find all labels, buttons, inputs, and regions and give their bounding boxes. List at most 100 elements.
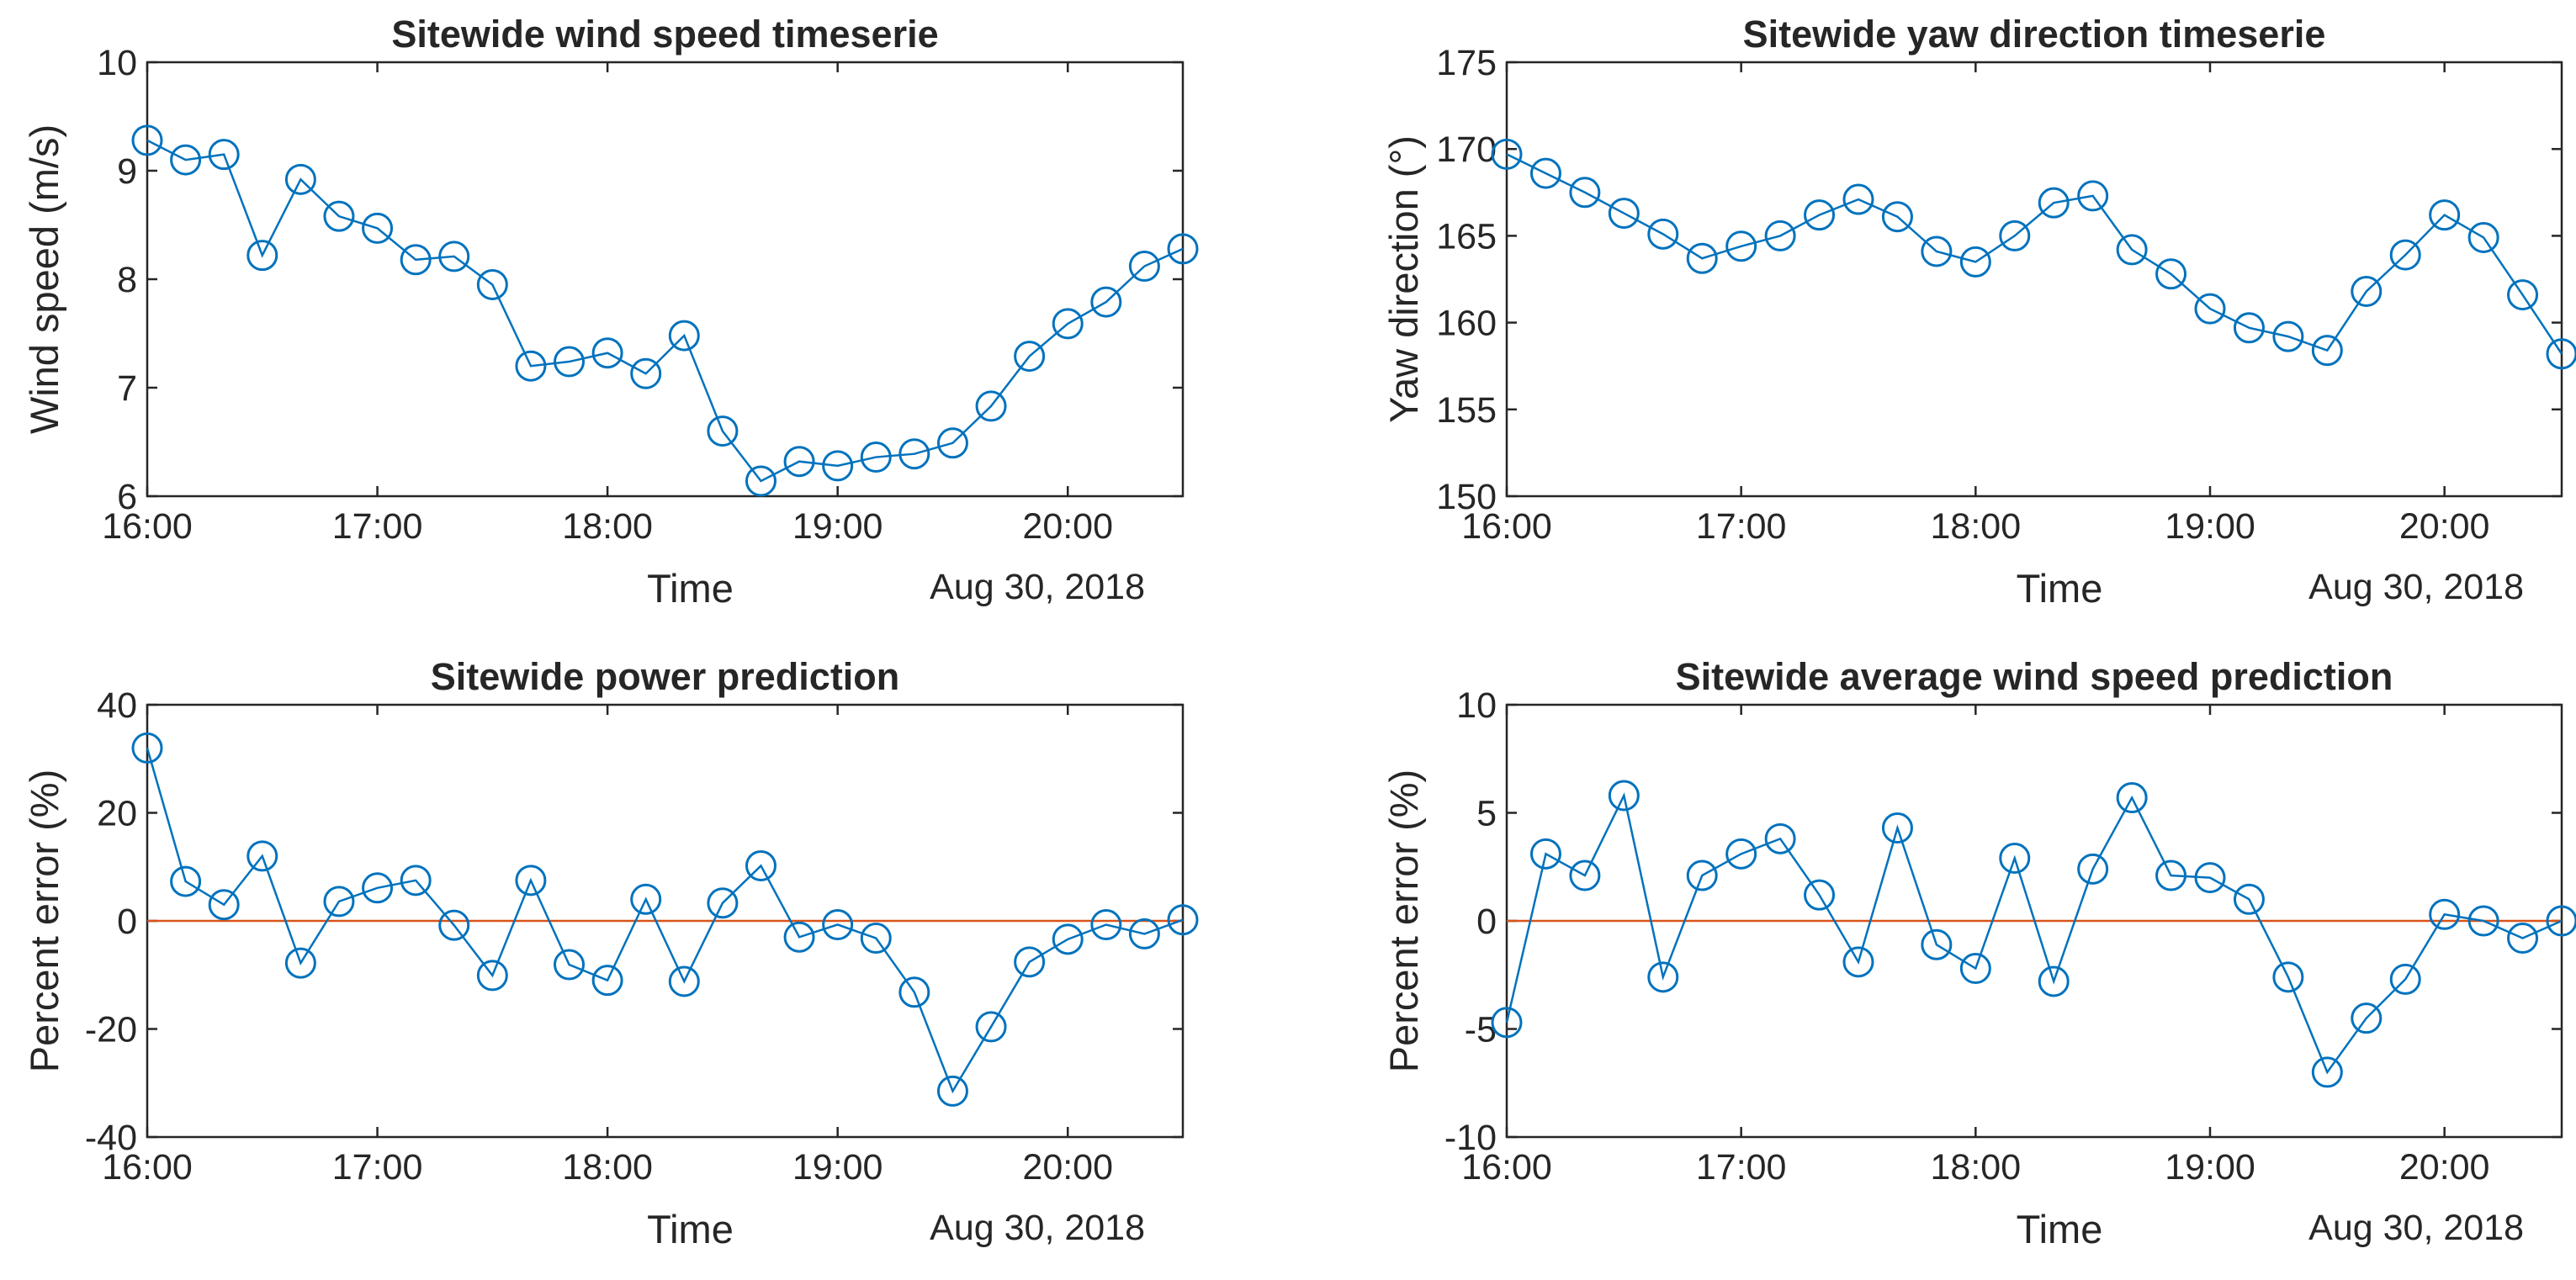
data-point [131,124,163,156]
data-point [2467,221,2499,253]
chart-panel-4: Sitewide average wind speed prediction 16… [1381,655,2576,1251]
x-tick-label: 16:00 [1461,1147,1552,1187]
data-point [1569,860,1601,891]
y-tick-label: 8 [117,260,137,300]
y-tick-label: 160 [1436,304,1497,344]
series-line [146,139,1184,483]
data-point [1647,218,1679,250]
data-point [860,923,892,955]
data-point [2546,905,2576,937]
data-point [246,240,278,272]
y-tick-label: 5 [1476,794,1497,834]
x-axis-label: Time [2017,566,2103,611]
plot-area [1505,61,2563,498]
date-label: Aug 30, 2018 [2308,1208,2524,1248]
data-point [1052,308,1084,340]
data-point [1959,953,1991,985]
data-point [975,390,1007,422]
data-point [783,921,815,953]
y-tick-label: -20 [85,1010,137,1050]
x-tick-label: 18:00 [1931,1147,2022,1187]
chart-title: Sitewide yaw direction timeserie [1743,13,2326,56]
chart-panel-3: Sitewide power prediction 16:00 17:00 18:00… [22,655,1199,1251]
data-point [170,865,202,897]
data-point [745,849,777,881]
y-tick-label: 9 [117,151,137,192]
plot-area [146,61,1185,498]
data-point [1804,879,1836,911]
data-point [1128,251,1160,283]
data-point [131,732,163,764]
data-point [438,241,470,272]
y-tick-label: 170 [1436,130,1497,170]
series-line [146,748,1184,1094]
data-point [400,865,432,897]
data-point [1959,246,1991,278]
y-tick-label: 0 [1476,902,1497,942]
y-axis-label: Wind speed (m/s) [22,124,66,434]
series-line [1505,792,2563,1075]
y-tick-label: 20 [97,794,137,834]
data-point [591,337,623,369]
chart-panel-2: Sitewide yaw direction timeserie 16:00 17:… [1381,13,2576,611]
data-point [323,200,355,232]
data-point [2077,853,2109,885]
data-point [284,947,316,979]
y-tick-label: 165 [1436,216,1497,257]
data-point [2546,338,2576,370]
x-tick-label: 20:00 [1022,506,1113,547]
data-point [1764,822,1796,854]
x-tick-label: 20:00 [1022,1147,1113,1187]
x-tick-label: 16:00 [102,506,193,547]
x-axis-label: Time [647,566,734,611]
data-point [2311,335,2343,367]
x-tick-label: 18:00 [562,1147,653,1187]
data-point [2429,898,2461,930]
data-point [745,465,777,497]
data-point [2155,258,2187,290]
data-point [668,965,700,997]
data-point [1804,199,1836,231]
y-axis-label: Percent error (%) [22,770,66,1072]
data-point [1999,220,2031,251]
data-point [2116,782,2148,814]
data-point [1764,220,1796,251]
data-point [2507,279,2539,311]
data-point [1167,904,1199,936]
data-point [1491,138,1523,170]
chart-title: Sitewide average wind speed prediction [1676,655,2393,698]
x-axis-label: Time [647,1207,734,1251]
x-tick-label: 17:00 [332,506,423,547]
x-tick-label: 17:00 [332,1147,423,1187]
data-point [822,450,854,482]
data-point [936,1075,968,1107]
data-point [2194,293,2226,325]
data-point [2038,965,2070,997]
data-point [668,320,700,352]
data-point [1725,838,1757,870]
data-point [2389,963,2421,995]
data-point [476,268,508,300]
data-point [2467,905,2499,937]
data-point [975,1011,1007,1043]
data-point [2389,239,2421,271]
y-axis-label: Yaw direction (°) [1381,135,1426,423]
y-tick-label: -40 [85,1118,137,1158]
data-point [898,976,930,1008]
data-point [1529,157,1561,189]
x-tick-label: 19:00 [2165,1147,2255,1187]
data-point [1014,341,1046,373]
date-label: Aug 30, 2018 [930,1208,1145,1248]
data-point [2272,320,2304,352]
data-point [1686,860,1718,891]
x-tick-label: 19:00 [792,506,883,547]
data-point [362,872,394,904]
data-point [1842,183,1874,215]
data-point [1052,923,1084,955]
data-point [1842,946,1874,978]
y-tick-label: 6 [117,477,137,517]
data-point [323,886,355,918]
x-tick-label: 16:00 [1461,506,1552,547]
data-point [362,212,394,244]
data-point [860,442,892,473]
